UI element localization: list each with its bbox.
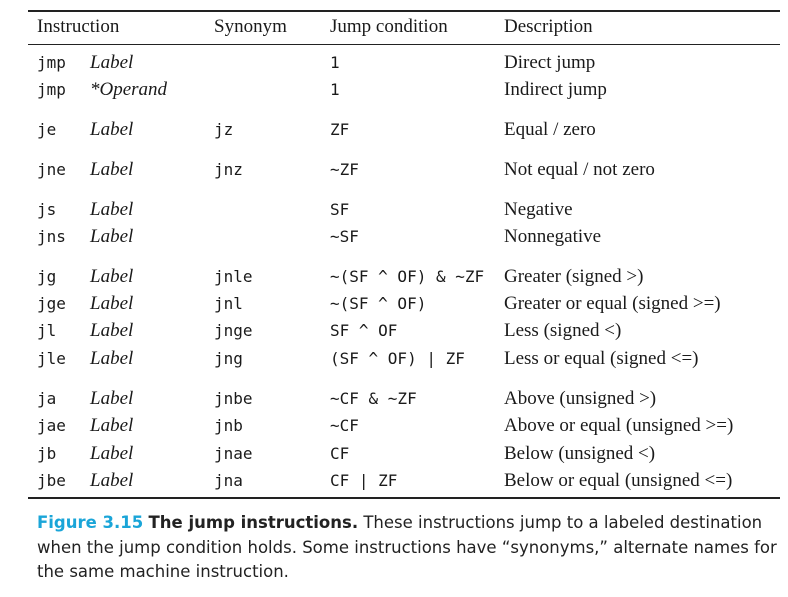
- header-synonym: Synonym: [214, 16, 287, 37]
- description-cell: Nonnegative: [504, 226, 602, 247]
- description-cell: Direct jump: [504, 52, 596, 73]
- table-row: jne Label jnz ~ZF Not equal / not zero: [28, 157, 780, 183]
- synonym-cell: jng: [214, 349, 243, 368]
- jump-condition-cell: ZF: [330, 120, 350, 139]
- description-cell: Below (unsigned <): [504, 443, 656, 464]
- synonym-cell: jnbe: [214, 389, 253, 408]
- jump-condition-cell: SF ^ OF: [330, 321, 398, 340]
- table-header-row: Instruction Synonym Jump condition Descr…: [28, 12, 780, 42]
- description-cell: Indirect jump: [504, 79, 607, 100]
- table-row: jmp Label 1 Direct jump: [28, 50, 780, 76]
- jump-condition-cell: CF: [330, 444, 350, 463]
- description-cell: Less or equal (signed <=): [504, 348, 699, 369]
- table-row: je Label jz ZF Equal / zero: [28, 117, 780, 143]
- jump-condition-cell: ~SF: [330, 227, 359, 246]
- description-cell: Greater (signed >): [504, 266, 644, 287]
- header-description: Description: [504, 16, 593, 37]
- synonym-cell: jnge: [214, 321, 253, 340]
- instruction-cell: jne: [37, 160, 66, 179]
- operand-cell: Label: [90, 266, 134, 287]
- jump-condition-cell: CF | ZF: [330, 471, 398, 490]
- figure-caption: Figure 3.15 The jump instructions. These…: [37, 511, 777, 585]
- table-row: jmp *Operand 1 Indirect jump: [28, 77, 780, 103]
- synonym-cell: jnae: [214, 444, 253, 463]
- table-row: ja Label jnbe ~CF & ~ZF Above (unsigned >): [28, 386, 780, 412]
- table-bottom-rule: [28, 497, 780, 499]
- synonym-cell: jnl: [214, 294, 243, 313]
- table-row: jbe Label jna CF | ZF Below or equal (unsign…: [28, 468, 780, 494]
- synonym-cell: jna: [214, 471, 243, 490]
- description-cell: Below or equal (unsigned <=): [504, 470, 733, 491]
- operand-cell: Label: [90, 470, 134, 491]
- jump-condition-cell: ~CF: [330, 416, 359, 435]
- table-header-rule: [28, 44, 780, 45]
- table-row: js Label SF Negative: [28, 197, 780, 223]
- description-cell: Above (unsigned >): [504, 388, 657, 409]
- header-jump-condition: Jump condition: [330, 16, 448, 37]
- figure-caption-text: These instructions jump to a labeled des…: [37, 513, 777, 581]
- instruction-cell: jl: [37, 321, 57, 340]
- jump-condition-cell: (SF ^ OF) | ZF: [330, 349, 465, 368]
- description-cell: Greater or equal (signed >=): [504, 293, 721, 314]
- jump-condition-cell: ~CF & ~ZF: [330, 389, 417, 408]
- table-row: jns Label ~SF Nonnegative: [28, 224, 780, 250]
- instruction-cell: jg: [37, 267, 57, 286]
- jump-condition-cell: 1: [330, 53, 340, 72]
- jump-condition-cell: ~ZF: [330, 160, 359, 179]
- figure-number: Figure 3.15: [37, 513, 144, 532]
- jump-condition-cell: 1: [330, 80, 340, 99]
- table-row: jg Label jnle ~(SF ^ OF) & ~ZF Greater (sign…: [28, 264, 780, 290]
- operand-cell: Label: [90, 159, 134, 180]
- operand-cell: *Operand: [90, 79, 168, 100]
- description-cell: Less (signed <): [504, 320, 622, 341]
- jump-condition-cell: ~(SF ^ OF): [330, 294, 427, 313]
- header-instruction: Instruction: [37, 16, 120, 37]
- operand-cell: Label: [90, 388, 134, 409]
- instruction-cell: ja: [37, 389, 57, 408]
- instruction-cell: jns: [37, 227, 66, 246]
- instruction-cell: jle: [37, 349, 66, 368]
- table-top-rule: [28, 10, 780, 12]
- operand-cell: Label: [90, 226, 134, 247]
- operand-cell: Label: [90, 52, 134, 73]
- synonym-cell: jnz: [214, 160, 243, 179]
- description-cell: Above or equal (unsigned >=): [504, 415, 734, 436]
- description-cell: Negative: [504, 199, 573, 220]
- table-row: jae Label jnb ~CF Above or equal (unsigned >…: [28, 413, 780, 439]
- instruction-cell: jmp: [37, 53, 66, 72]
- description-cell: Equal / zero: [504, 119, 596, 140]
- instruction-cell: jb: [37, 444, 57, 463]
- instruction-cell: jae: [37, 416, 66, 435]
- operand-cell: Label: [90, 443, 134, 464]
- table-row: jl Label jnge SF ^ OF Less (signed <): [28, 318, 780, 344]
- operand-cell: Label: [90, 119, 134, 140]
- jump-condition-cell: ~(SF ^ OF) & ~ZF: [330, 267, 485, 286]
- table-row: jb Label jnae CF Below (unsigned <): [28, 441, 780, 467]
- operand-cell: Label: [90, 348, 134, 369]
- synonym-cell: jnb: [214, 416, 243, 435]
- instruction-cell: js: [37, 200, 57, 219]
- instruction-cell: jge: [37, 294, 66, 313]
- figure-title: The jump instructions.: [148, 513, 359, 532]
- table-row: jle Label jng (SF ^ OF) | ZF Less or equal (…: [28, 346, 780, 372]
- synonym-cell: jz: [214, 120, 234, 139]
- description-cell: Not equal / not zero: [504, 159, 655, 180]
- operand-cell: Label: [90, 293, 134, 314]
- operand-cell: Label: [90, 199, 134, 220]
- jump-condition-cell: SF: [330, 200, 350, 219]
- operand-cell: Label: [90, 320, 134, 341]
- instruction-cell: jmp: [37, 80, 66, 99]
- table-row: jge Label jnl ~(SF ^ OF) Greater or equal (s…: [28, 291, 780, 317]
- synonym-cell: jnle: [214, 267, 253, 286]
- instruction-cell: je: [37, 120, 57, 139]
- instruction-cell: jbe: [37, 471, 66, 490]
- operand-cell: Label: [90, 415, 134, 436]
